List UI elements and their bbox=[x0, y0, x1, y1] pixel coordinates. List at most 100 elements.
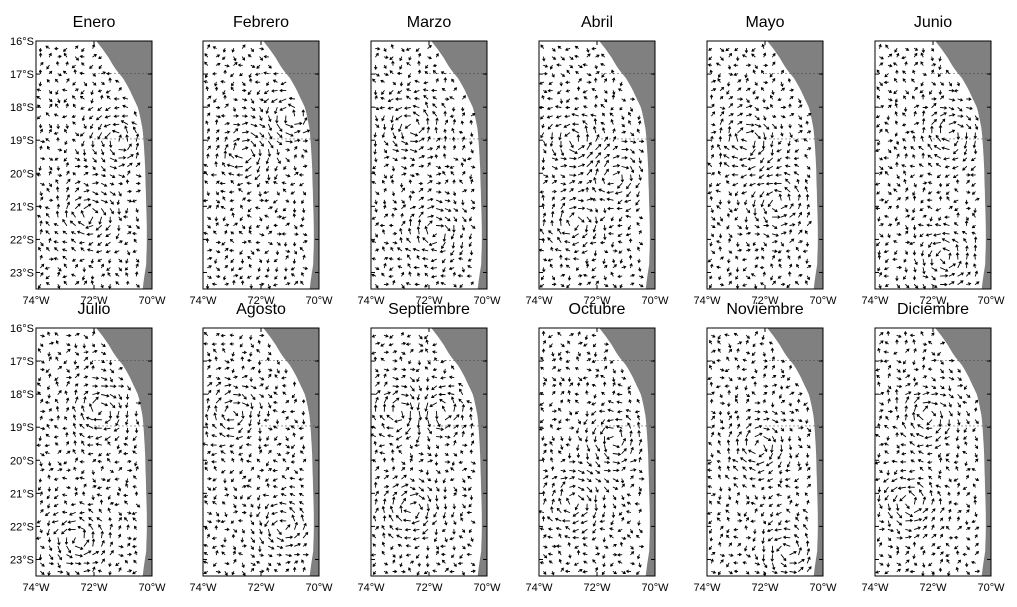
current-vector-arrow bbox=[81, 405, 85, 412]
current-vector-arrow bbox=[736, 491, 740, 497]
current-vector-arrow bbox=[716, 222, 721, 226]
current-vector-arrow bbox=[228, 172, 235, 176]
current-vector-arrow bbox=[436, 545, 439, 550]
current-vector-arrow bbox=[910, 433, 915, 438]
current-vector-arrow bbox=[259, 402, 263, 410]
current-vector-arrow bbox=[559, 98, 563, 105]
current-vector-arrow bbox=[302, 543, 308, 547]
current-vector-arrow bbox=[912, 195, 917, 201]
current-vector-arrow bbox=[240, 280, 245, 285]
current-vector-arrow bbox=[710, 144, 714, 151]
current-vector-arrow bbox=[565, 526, 571, 530]
current-vector-arrow bbox=[39, 491, 43, 497]
current-vector-arrow bbox=[276, 232, 283, 236]
current-vector-arrow bbox=[604, 349, 609, 353]
current-vector-arrow bbox=[135, 284, 140, 288]
current-vector-arrow bbox=[594, 64, 598, 70]
current-vector-arrow bbox=[451, 365, 455, 370]
current-vector-arrow bbox=[874, 477, 881, 482]
current-vector-arrow bbox=[107, 272, 111, 277]
current-vector-arrow bbox=[550, 219, 554, 226]
lon-tick-label: 70°W bbox=[473, 295, 501, 307]
current-vector-arrow bbox=[401, 341, 407, 346]
current-vector-arrow bbox=[101, 351, 107, 355]
current-vector-arrow bbox=[241, 510, 247, 515]
current-vector-arrow bbox=[780, 375, 786, 379]
current-vector-arrow bbox=[118, 366, 124, 371]
current-vector-arrow bbox=[259, 468, 265, 472]
current-vector-arrow bbox=[101, 343, 106, 348]
current-vector-arrow bbox=[566, 219, 571, 226]
current-vector-arrow bbox=[591, 537, 597, 541]
current-vector-arrow bbox=[752, 90, 756, 95]
current-vector-arrow bbox=[635, 208, 640, 212]
current-vector-arrow bbox=[541, 457, 545, 463]
current-vector-arrow bbox=[763, 410, 769, 414]
current-vector-arrow bbox=[744, 199, 748, 206]
current-vector-arrow bbox=[962, 157, 968, 162]
current-vector-arrow bbox=[124, 125, 129, 134]
current-vector-arrow bbox=[585, 453, 590, 461]
current-vector-arrow bbox=[265, 157, 269, 165]
current-vector-arrow bbox=[621, 448, 627, 454]
current-vector-arrow bbox=[247, 478, 252, 482]
current-vector-arrow bbox=[414, 545, 420, 550]
current-vector-arrow bbox=[220, 114, 226, 118]
current-vector-arrow bbox=[896, 221, 900, 226]
current-vector-arrow bbox=[55, 398, 59, 404]
current-vector-arrow bbox=[948, 508, 952, 513]
current-vector-arrow bbox=[875, 206, 881, 210]
current-vector-arrow bbox=[573, 562, 579, 566]
current-vector-arrow bbox=[108, 360, 113, 366]
current-vector-arrow bbox=[468, 503, 472, 508]
current-vector-arrow bbox=[38, 246, 42, 252]
current-vector-arrow bbox=[127, 154, 134, 159]
current-vector-arrow bbox=[101, 402, 109, 407]
current-vector-arrow bbox=[423, 264, 429, 269]
current-vector-arrow bbox=[409, 149, 418, 153]
current-vector-arrow bbox=[262, 493, 269, 497]
current-vector-arrow bbox=[635, 182, 640, 189]
current-vector-arrow bbox=[290, 182, 296, 186]
current-vector-arrow bbox=[621, 466, 626, 471]
current-vector-arrow bbox=[568, 554, 572, 559]
current-vector-arrow bbox=[718, 571, 721, 576]
current-vector-arrow bbox=[948, 410, 953, 417]
current-vector-arrow bbox=[276, 442, 282, 446]
current-vector-arrow bbox=[745, 123, 755, 127]
current-vector-arrow bbox=[716, 501, 721, 505]
current-vector-arrow bbox=[92, 172, 99, 177]
current-vector-arrow bbox=[248, 453, 252, 458]
lat-tick-label: 22°S bbox=[10, 521, 34, 533]
current-vector-arrow bbox=[441, 241, 446, 250]
current-vector-arrow bbox=[259, 115, 263, 122]
current-vector-arrow bbox=[727, 212, 731, 218]
current-vector-arrow bbox=[798, 547, 802, 556]
current-vector-arrow bbox=[586, 141, 592, 151]
current-vector-arrow bbox=[894, 102, 898, 108]
current-vector-arrow bbox=[974, 526, 980, 530]
current-vector-arrow bbox=[101, 368, 107, 372]
current-vector-arrow bbox=[248, 229, 252, 235]
current-vector-arrow bbox=[740, 174, 747, 179]
current-vector-arrow bbox=[806, 166, 811, 170]
current-vector-arrow bbox=[118, 163, 126, 167]
current-vector-arrow bbox=[883, 274, 889, 278]
current-vector-arrow bbox=[74, 457, 79, 463]
current-vector-arrow bbox=[904, 267, 908, 273]
current-vector-arrow bbox=[401, 393, 409, 397]
current-vector-arrow bbox=[569, 410, 573, 416]
current-vector-arrow bbox=[383, 469, 389, 473]
current-vector-arrow bbox=[259, 56, 264, 61]
current-vector-arrow bbox=[249, 377, 253, 383]
current-vector-arrow bbox=[736, 241, 740, 248]
current-vector-arrow bbox=[421, 257, 429, 261]
current-vector-arrow bbox=[73, 360, 77, 365]
current-vector-arrow bbox=[896, 377, 902, 381]
current-vector-arrow bbox=[302, 522, 307, 530]
current-vector-arrow bbox=[57, 284, 61, 289]
current-vector-arrow bbox=[83, 550, 92, 556]
current-vector-arrow bbox=[435, 495, 439, 502]
current-vector-arrow bbox=[601, 73, 605, 78]
current-vector-arrow bbox=[707, 476, 713, 480]
